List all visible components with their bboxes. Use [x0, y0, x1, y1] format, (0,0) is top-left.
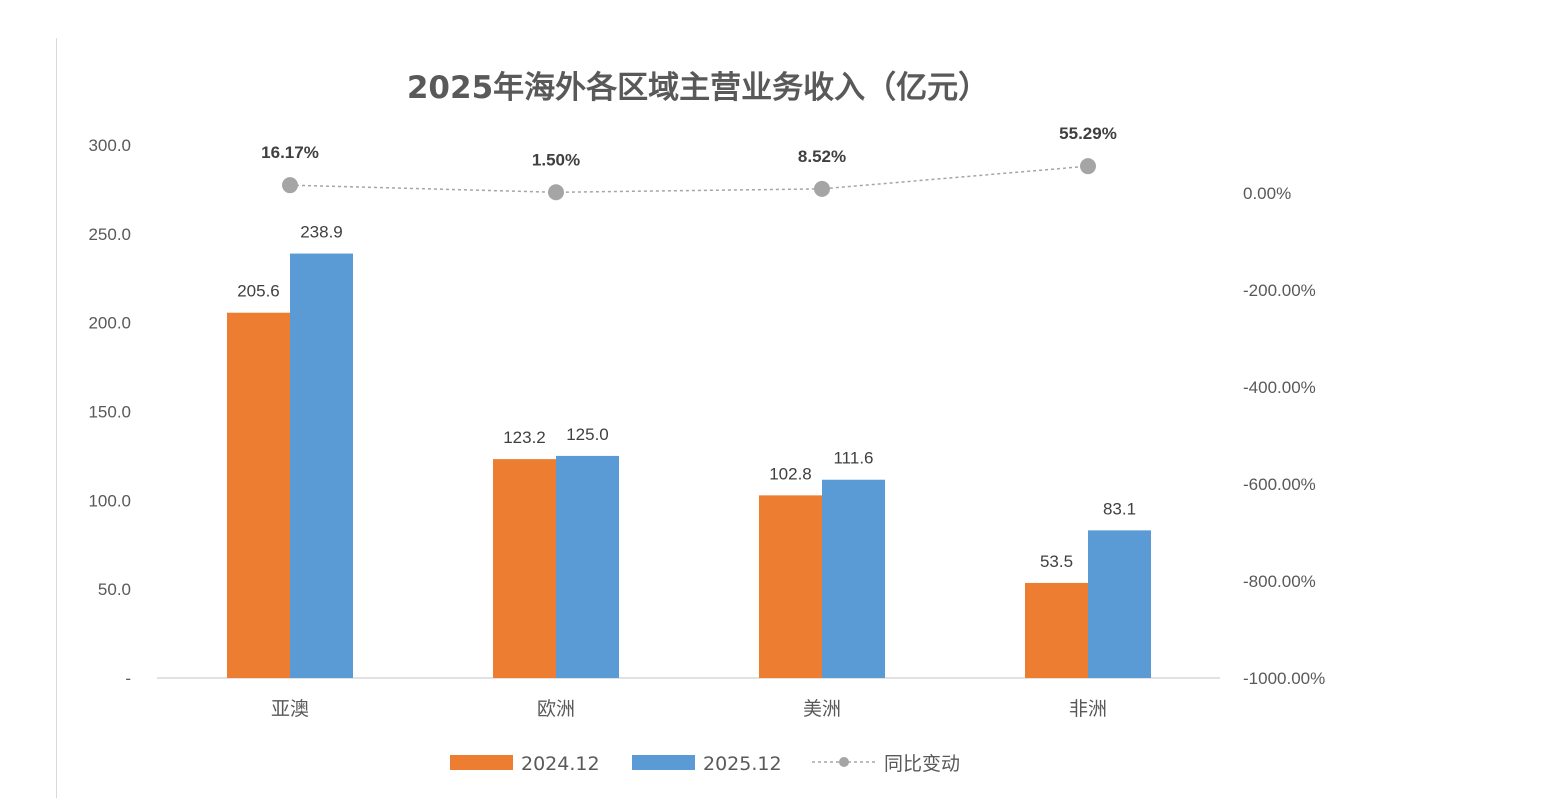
bar-data-label: 125.0 [566, 425, 609, 444]
legend-label-2024: 2024.12 [521, 753, 600, 775]
left-tick-label: 50.0 [98, 580, 131, 599]
left-tick-label: 200.0 [88, 314, 131, 333]
bar-data-label: 238.9 [300, 223, 343, 242]
bar-2024.12-美洲 [759, 495, 822, 678]
legend-marker-yoy [839, 757, 849, 767]
right-tick-label: -400.00% [1243, 378, 1316, 397]
legend-label-yoy: 同比变动 [884, 753, 960, 775]
bar-data-label: 123.2 [503, 428, 546, 447]
bar-2025.12-欧洲 [556, 455, 619, 678]
yoy-data-label: 55.29% [1059, 124, 1117, 143]
left-tick-label: 150.0 [88, 403, 131, 422]
bar-2025.12-非洲 [1088, 530, 1151, 678]
right-tick-label: 0.00% [1243, 184, 1291, 203]
legend-swatch-2025 [632, 755, 695, 770]
yoy-data-label: 1.50% [532, 150, 580, 169]
bar-data-label: 102.8 [769, 464, 812, 483]
bar-2025.12-亚澳 [290, 253, 353, 679]
left-tick-label: 300.0 [88, 136, 131, 155]
yoy-point [548, 184, 564, 201]
left-tick-label: 250.0 [88, 225, 131, 244]
bar-data-label: 53.5 [1040, 552, 1073, 571]
right-tick-label: -600.00% [1243, 475, 1316, 494]
left-tick-label: - [125, 669, 131, 688]
bars: 205.6 123.2 102.8 53.5 238.9 125.0 111.6 83.1 [227, 223, 1151, 679]
yoy-line: 16.17% 1.50% 8.52% 55.29% [261, 124, 1117, 201]
yoy-point [1080, 158, 1096, 175]
right-axis: 0.00% -200.00% -400.00% -600.00% -800.00% -10… [1243, 184, 1325, 688]
bar-data-label: 205.6 [237, 282, 280, 301]
yoy-data-label: 16.17% [261, 143, 319, 162]
chart-title: 2025年海外各区域主营业务收入（亿元） [407, 70, 989, 106]
bar-2024.12-欧洲 [493, 459, 556, 678]
category-label: 非洲 [1069, 698, 1107, 720]
yoy-line-path [289, 165, 1089, 194]
category-label: 亚澳 [271, 698, 309, 720]
legend-label-2025: 2025.12 [703, 753, 782, 775]
bar-2024.12-非洲 [1025, 582, 1088, 678]
left-axis: - 50.0 100.0 150.0 200.0 250.0 300.0 [88, 136, 131, 688]
bar-2025.12-美洲 [822, 479, 885, 678]
yoy-point [814, 180, 830, 197]
right-tick-label: -200.00% [1243, 281, 1316, 300]
right-tick-label: -1000.00% [1243, 669, 1325, 688]
left-tick-label: 100.0 [88, 491, 131, 510]
legend: 2024.12 2025.12 同比变动 [450, 753, 960, 775]
yoy-data-label: 8.52% [798, 147, 846, 166]
category-label: 欧洲 [537, 698, 575, 720]
yoy-point [282, 177, 298, 194]
bar-data-label: 83.1 [1103, 499, 1136, 518]
category-label: 美洲 [803, 698, 841, 720]
bar-2024.12-亚澳 [227, 312, 290, 678]
left-border-line [56, 38, 57, 798]
right-tick-label: -800.00% [1243, 572, 1316, 591]
bar-data-label: 111.6 [833, 449, 873, 468]
category-labels: 亚澳 欧洲 美洲 非洲 [271, 698, 1107, 720]
legend-swatch-2024 [450, 755, 513, 770]
